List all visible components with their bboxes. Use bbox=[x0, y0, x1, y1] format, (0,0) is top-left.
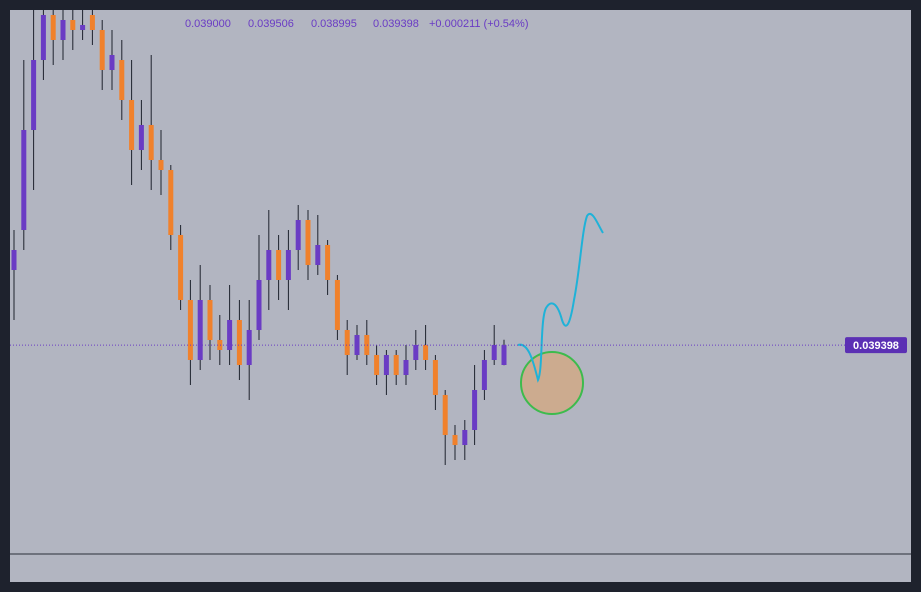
candle-body bbox=[403, 360, 409, 375]
candle-body bbox=[21, 130, 27, 230]
candle-body bbox=[334, 280, 340, 330]
header: 0.039000 0.039506 0.038995 0.039398 +0.0… bbox=[185, 18, 528, 30]
candle-body bbox=[256, 280, 262, 330]
drawing-path bbox=[517, 213, 604, 383]
candle-body bbox=[432, 360, 438, 395]
candle-body bbox=[501, 345, 507, 365]
candles bbox=[11, 10, 507, 465]
candle-body bbox=[325, 245, 331, 280]
candle-body bbox=[413, 345, 419, 360]
candle-body bbox=[383, 355, 389, 375]
candle-body bbox=[217, 340, 223, 350]
candle-body bbox=[109, 55, 115, 70]
last-price-label: 0.039398 bbox=[853, 340, 899, 352]
header-open: 0.039000 bbox=[185, 18, 231, 30]
candle-body bbox=[80, 25, 86, 30]
candle-body bbox=[374, 355, 380, 375]
candle-body bbox=[158, 160, 164, 170]
header-change: +0.000211 (+0.54%) bbox=[429, 18, 528, 30]
drawing-circle bbox=[520, 351, 584, 415]
candle-body bbox=[246, 330, 252, 365]
candle-body bbox=[119, 60, 125, 100]
candle-body bbox=[452, 435, 458, 445]
candle-body bbox=[129, 100, 135, 150]
header-low: 0.038995 bbox=[311, 18, 357, 30]
candle-body bbox=[423, 345, 429, 360]
candle-body bbox=[11, 250, 17, 270]
candle-body bbox=[393, 355, 399, 375]
candle-body bbox=[70, 20, 76, 30]
candle-body bbox=[40, 15, 46, 60]
candle-body bbox=[168, 170, 174, 235]
header-high: 0.039506 bbox=[248, 18, 294, 30]
candle-body bbox=[276, 250, 282, 280]
header-close: 0.039398 bbox=[373, 18, 419, 30]
candle-body bbox=[491, 345, 497, 360]
candle-body bbox=[315, 245, 321, 265]
last-price-box bbox=[845, 337, 907, 354]
candle-body bbox=[295, 220, 301, 250]
candle-body bbox=[99, 30, 105, 70]
candle-body bbox=[364, 335, 370, 355]
plot-background bbox=[10, 10, 911, 582]
candle-body bbox=[442, 395, 448, 435]
candle-body bbox=[285, 250, 291, 280]
candle-body bbox=[89, 15, 95, 30]
candle-body bbox=[227, 320, 233, 350]
candle-body bbox=[60, 20, 66, 40]
candle-body bbox=[197, 300, 203, 360]
candle-body bbox=[481, 360, 487, 390]
candle-body bbox=[462, 430, 468, 445]
candle-body bbox=[472, 390, 478, 430]
candle-body bbox=[50, 15, 56, 40]
candle-body bbox=[344, 330, 350, 355]
candle-body bbox=[266, 250, 272, 280]
candle-body bbox=[138, 125, 144, 150]
candle-body bbox=[148, 125, 154, 160]
candle-body bbox=[178, 235, 184, 300]
candle-body bbox=[31, 60, 37, 130]
candle-body bbox=[305, 220, 311, 265]
candle-body bbox=[187, 300, 193, 360]
candle-body bbox=[236, 320, 242, 365]
candle-body bbox=[207, 300, 213, 340]
candle-body bbox=[354, 335, 360, 355]
